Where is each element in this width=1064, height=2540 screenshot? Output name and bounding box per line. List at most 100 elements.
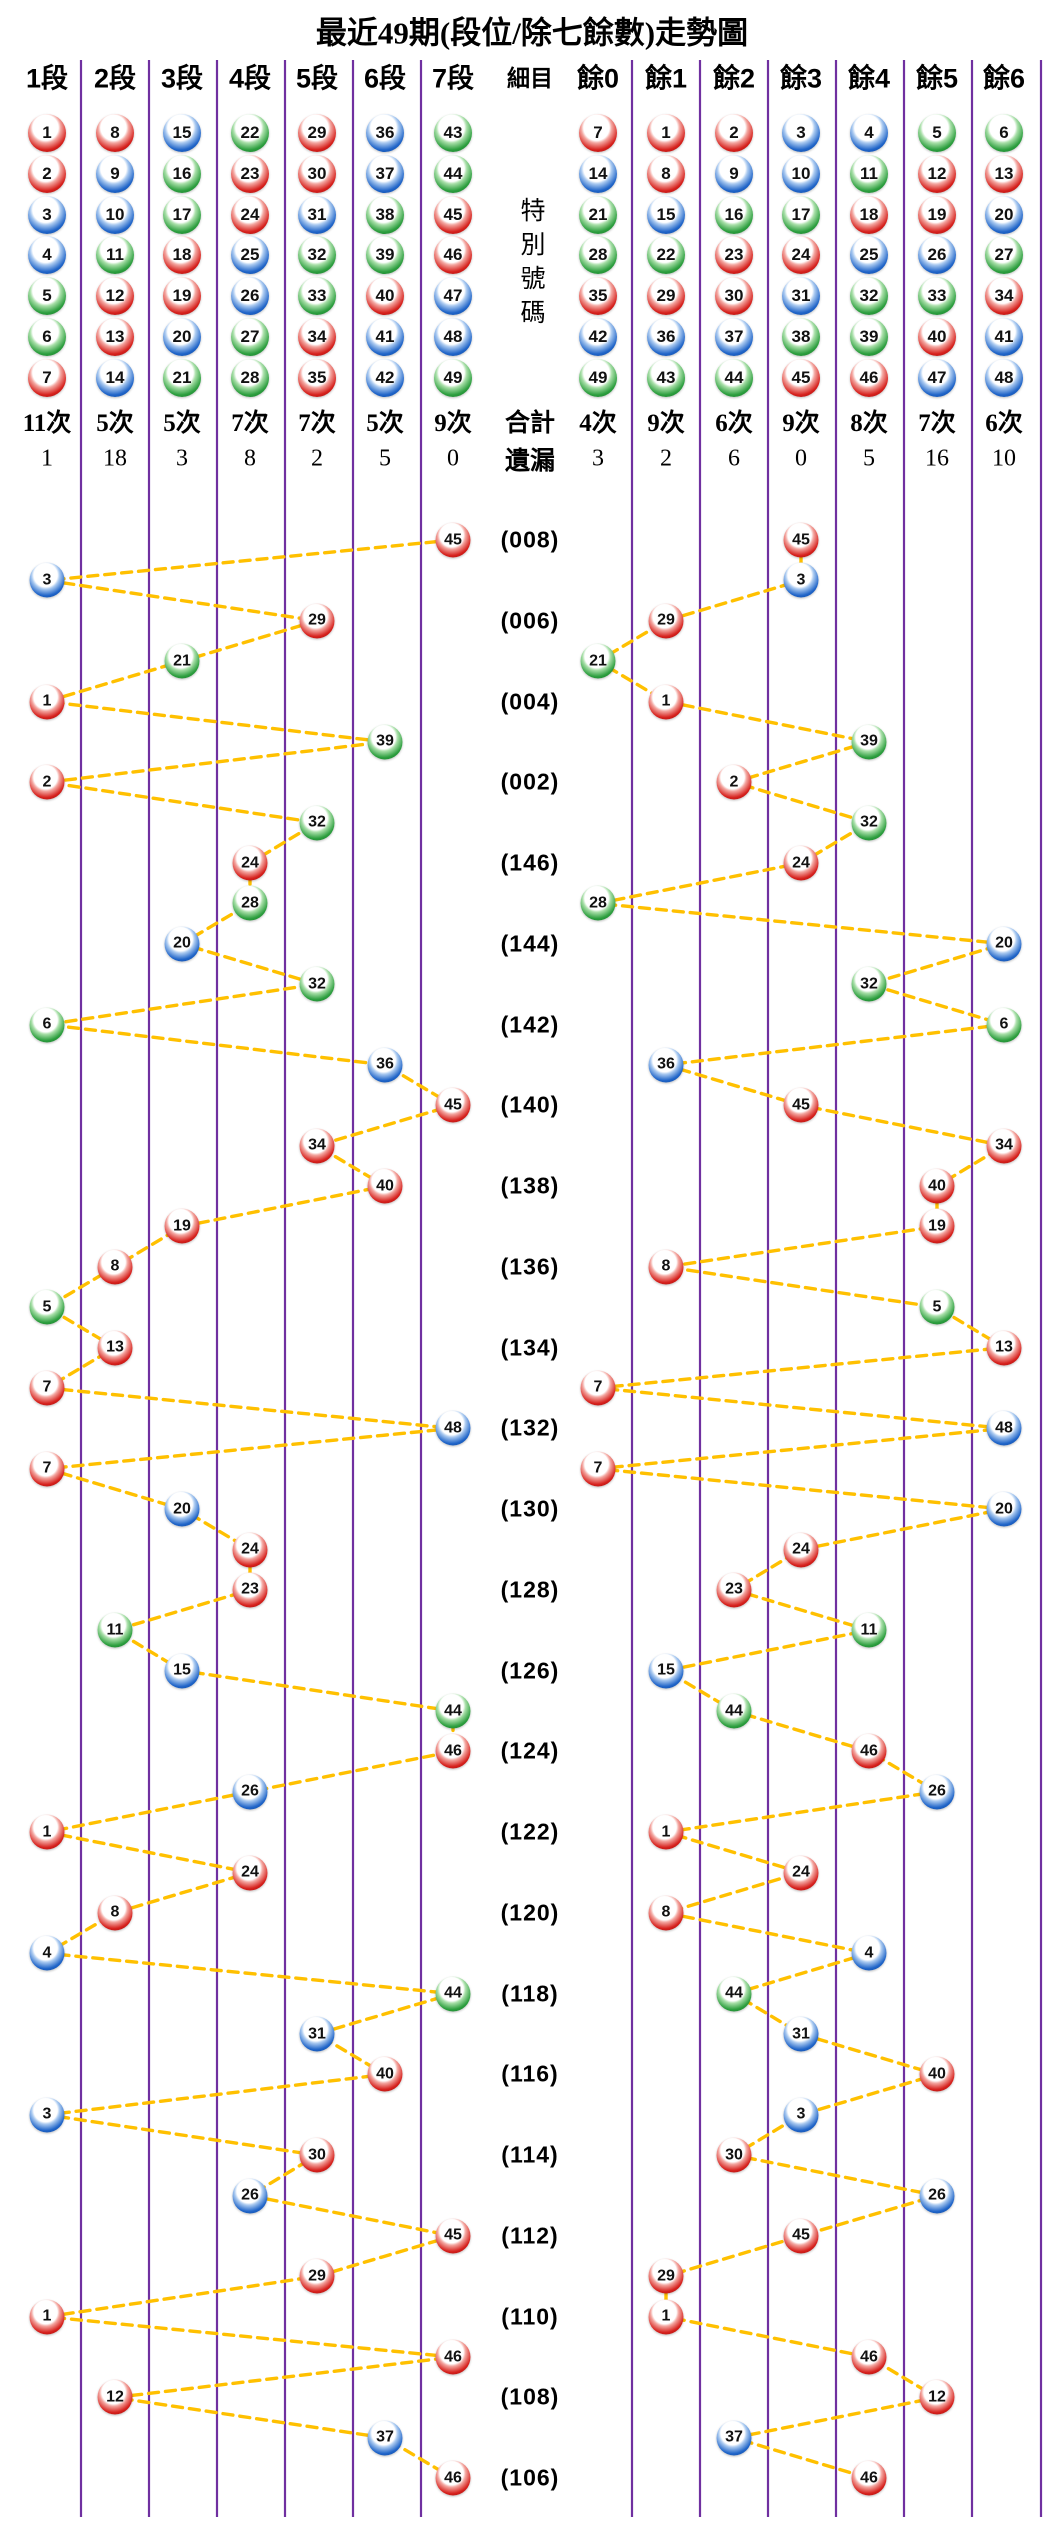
chart-ball-remainder-row3: 29 (648, 603, 684, 639)
chart-ball-remainder-row11: 20 (986, 926, 1022, 962)
chart-ball-remainder-row26: 24 (783, 1532, 819, 1567)
chart-ball-remainder-row35: 8 (648, 1895, 684, 1931)
chart-ball-remainder-row18: 19 (919, 1208, 955, 1244)
legend-ball-16: 16 (715, 195, 753, 234)
chart-ball-segment-row48: 37 (367, 2420, 403, 2456)
chart-ball-remainder-row30: 44 (716, 1693, 752, 1729)
legend-ball-8: 8 (647, 154, 685, 193)
chart-ball-remainder-row14: 36 (648, 1047, 684, 1083)
period-label-40: (114) (501, 2141, 559, 2168)
legend-ball-49: 49 (434, 358, 472, 397)
legend-ball-15: 15 (163, 114, 201, 152)
chart-ball-remainder-row12: 32 (851, 966, 887, 1002)
chart-ball-remainder-row27: 23 (716, 1572, 752, 1608)
chart-ball-segment-row44: 29 (299, 2258, 335, 2294)
column-header-remainder-4: 餘4 (847, 63, 891, 94)
chart-ball-remainder-row25: 20 (986, 1491, 1022, 1527)
chart-ball-segment-row13: 6 (29, 1007, 65, 1043)
legend-ball-38: 38 (782, 318, 820, 356)
legend-ball-49: 49 (579, 358, 617, 397)
legend-ball-7: 7 (579, 114, 617, 152)
count-segment-0: 11次 (22, 410, 72, 437)
legend-ball-10: 10 (96, 195, 134, 234)
chart-ball-remainder-row39: 40 (919, 2056, 955, 2092)
special-number-label: 特別號碼 (517, 197, 544, 333)
period-label-2: (006) (500, 607, 560, 634)
legend-ball-34: 34 (985, 277, 1023, 316)
legend-ball-24: 24 (782, 236, 820, 275)
count-segment-4: 7次 (298, 410, 336, 437)
column-header-segment-0: 1段 (25, 63, 69, 94)
chart-ball-remainder-row38: 31 (783, 2016, 819, 2052)
legend-ball-20: 20 (985, 195, 1023, 234)
legend-ball-28: 28 (579, 236, 617, 275)
column-header-segment-4: 5段 (295, 63, 339, 94)
chart-ball-remainder-row37: 44 (716, 1976, 752, 2012)
chart-ball-segment-row15: 45 (435, 1087, 471, 1123)
period-label-26: (128) (500, 1576, 560, 1603)
chart-ball-remainder-row17: 40 (919, 1168, 955, 1204)
column-header-segment-6: 7段 (431, 63, 475, 94)
column-header-remainder-2: 餘2 (712, 63, 756, 94)
page-title: 最近49期(段位/除七餘數)走勢圖 (315, 15, 749, 51)
legend-ball-28: 28 (231, 358, 269, 397)
legend-ball-36: 36 (647, 318, 685, 356)
miss-remainder-0: 3 (592, 445, 604, 472)
period-label-44: (110) (501, 2303, 559, 2330)
legend-ball-44: 44 (715, 358, 753, 397)
period-label-42: (112) (501, 2222, 559, 2249)
legend-ball-5: 5 (28, 277, 66, 316)
miss-segment-3: 8 (244, 445, 256, 472)
chart-ball-remainder-row36: 4 (851, 1935, 887, 1971)
legend-ball-46: 46 (850, 358, 888, 397)
legend-ball-35: 35 (579, 277, 617, 316)
legend-ball-27: 27 (985, 236, 1023, 275)
chart-ball-segment-row22: 7 (29, 1370, 65, 1406)
chart-ball-remainder-row41: 30 (716, 2137, 752, 2173)
legend-ball-31: 31 (298, 195, 336, 234)
period-label-14: (140) (500, 1091, 560, 1118)
chart-ball-segment-row36: 4 (29, 1935, 65, 1971)
legend-ball-23: 23 (231, 154, 269, 193)
legend-ball-12: 12 (96, 277, 134, 316)
legend-ball-12: 12 (918, 154, 956, 193)
period-label-6: (002) (500, 768, 560, 795)
chart-ball-segment-row11: 20 (164, 926, 200, 962)
legend-ball-5: 5 (918, 114, 956, 152)
chart-ball-remainder-row7: 2 (716, 764, 752, 800)
legend-ball-30: 30 (298, 154, 336, 193)
chart-ball-segment-row7: 2 (29, 764, 65, 800)
legend-ball-14: 14 (579, 154, 617, 193)
legend-ball-43: 43 (647, 358, 685, 397)
chart-ball-segment-row30: 44 (435, 1693, 471, 1729)
legend-ball-11: 11 (850, 154, 888, 193)
legend-ball-3: 3 (782, 114, 820, 152)
period-label-30: (124) (500, 1737, 560, 1764)
period-label-16: (138) (500, 1172, 560, 1199)
chart-ball-segment-row5: 1 (29, 684, 65, 720)
chart-ball-remainder-row19: 8 (648, 1249, 684, 1285)
column-header-remainder-3: 餘3 (779, 63, 823, 94)
column-header-remainder-0: 餘0 (576, 63, 620, 94)
legend-ball-45: 45 (782, 358, 820, 397)
legend-ball-37: 37 (715, 318, 753, 356)
chart-ball-segment-row45: 1 (29, 2299, 65, 2335)
period-label-36: (118) (501, 1980, 559, 2007)
miss-remainder-3: 0 (795, 445, 807, 472)
legend-ball-30: 30 (715, 277, 753, 316)
legend-ball-47: 47 (918, 358, 956, 397)
count-segment-1: 5次 (96, 410, 134, 437)
chart-ball-remainder-row9: 24 (783, 845, 819, 881)
legend-ball-17: 17 (163, 195, 201, 234)
chart-ball-segment-row1: 45 (435, 522, 471, 558)
chart-ball-segment-row41: 30 (299, 2137, 335, 2173)
period-label-28: (126) (500, 1657, 560, 1684)
legend-ball-48: 48 (434, 318, 472, 356)
miss-segment-1: 18 (103, 445, 127, 472)
legend-ball-20: 20 (163, 318, 201, 356)
chart-ball-remainder-row5: 1 (648, 684, 684, 720)
total-row-label: 合計 (504, 410, 556, 437)
period-label-4: (004) (500, 688, 560, 715)
legend-ball-2: 2 (715, 114, 753, 152)
legend-ball-22: 22 (231, 114, 269, 152)
